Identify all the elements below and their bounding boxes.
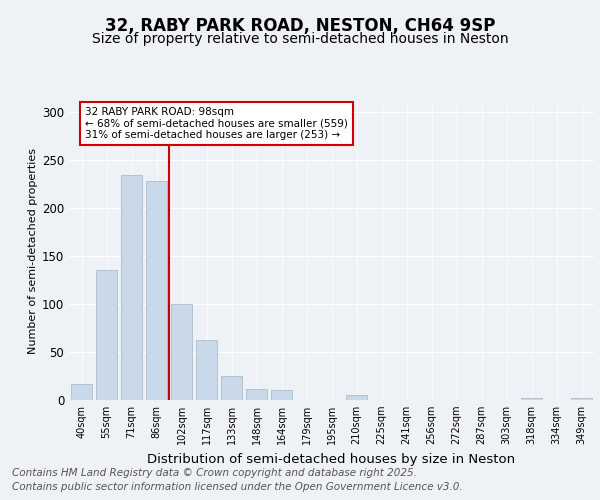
X-axis label: Distribution of semi-detached houses by size in Neston: Distribution of semi-detached houses by … <box>148 452 515 466</box>
Bar <box>196 340 217 400</box>
Text: Contains public sector information licensed under the Open Government Licence v3: Contains public sector information licen… <box>12 482 463 492</box>
Bar <box>346 395 367 400</box>
Y-axis label: Number of semi-detached properties: Number of semi-detached properties <box>28 148 38 354</box>
Bar <box>521 398 542 400</box>
Text: 32, RABY PARK ROAD, NESTON, CH64 9SP: 32, RABY PARK ROAD, NESTON, CH64 9SP <box>105 18 495 36</box>
Bar <box>271 390 292 400</box>
Text: Size of property relative to semi-detached houses in Neston: Size of property relative to semi-detach… <box>92 32 508 46</box>
Bar <box>221 376 242 400</box>
Bar <box>96 270 117 400</box>
Bar <box>121 176 142 400</box>
Bar <box>71 384 92 400</box>
Bar <box>146 181 167 400</box>
Text: Contains HM Land Registry data © Crown copyright and database right 2025.: Contains HM Land Registry data © Crown c… <box>12 468 417 477</box>
Bar <box>246 390 267 400</box>
Bar <box>571 398 592 400</box>
Bar <box>171 304 192 400</box>
Text: 32 RABY PARK ROAD: 98sqm
← 68% of semi-detached houses are smaller (559)
31% of : 32 RABY PARK ROAD: 98sqm ← 68% of semi-d… <box>85 107 347 140</box>
